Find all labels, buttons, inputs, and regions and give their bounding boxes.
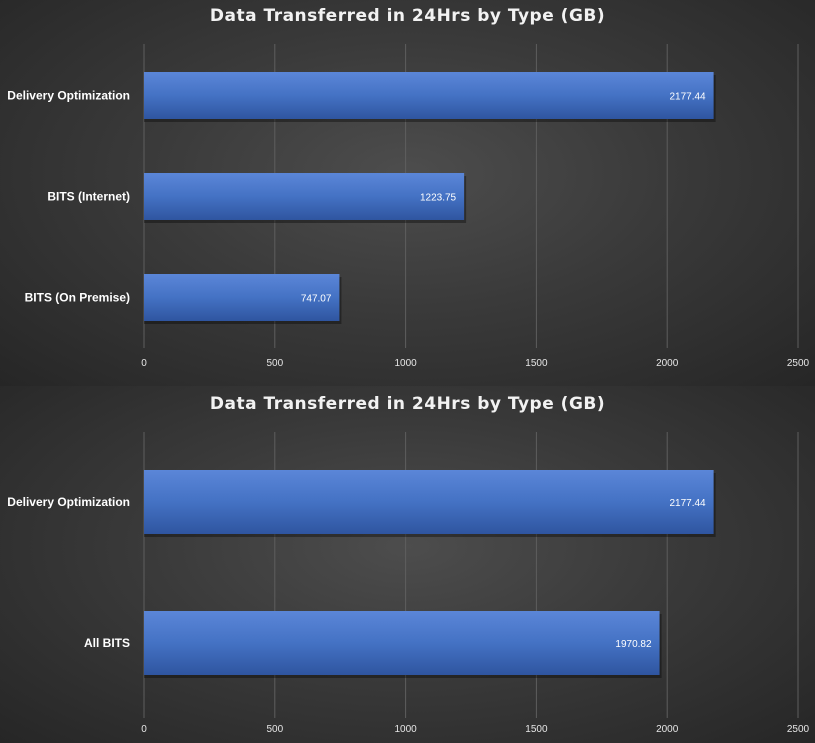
x-tick-label: 2500 [787, 358, 810, 369]
x-tick-label: 2000 [656, 724, 679, 735]
x-tick-label: 500 [266, 724, 283, 735]
data-label: 1970.82 [615, 639, 652, 650]
data-label: 2177.44 [669, 92, 706, 103]
chart-bottom: 0 500 1000 1500 2000 2500 2177.44 Delivery Opti… [0, 386, 815, 743]
chart-title-bottom: Data Transferred in 24Hrs by Type (GB) [209, 394, 606, 414]
x-tick-label: 1000 [394, 724, 417, 735]
bar [144, 72, 714, 119]
data-label: 1223.75 [420, 193, 457, 204]
bar [144, 274, 340, 321]
x-tick-label: 1500 [525, 358, 548, 369]
bar [144, 470, 714, 534]
chart-bottom-plot: 0 500 1000 1500 2000 2500 2177.44 Delivery Opti… [7, 432, 810, 735]
x-tick-label: 1500 [525, 724, 548, 735]
category-label: BITS (Internet) [47, 190, 130, 204]
x-tick-label: 2000 [656, 358, 679, 369]
x-tick-label: 1000 [394, 358, 417, 369]
category-label: All BITS [84, 636, 130, 650]
chart-title-top: Data Transferred in 24Hrs by Type (GB) [209, 6, 606, 26]
category-label: Delivery Optimization [7, 495, 130, 509]
data-label: 2177.44 [669, 498, 706, 509]
bar [144, 173, 465, 220]
category-label: Delivery Optimization [7, 89, 130, 103]
x-tick-label: 0 [141, 358, 147, 369]
x-tick-label: 500 [266, 358, 283, 369]
x-tick-label: 2500 [787, 724, 810, 735]
chart-top: 0 500 1000 1500 2000 2500 2177.44 Delivery Opti… [0, 0, 815, 386]
data-label: 747.07 [301, 294, 332, 305]
chart-top-plot: 0 500 1000 1500 2000 2500 2177.44 Delivery Opti… [7, 44, 810, 369]
x-tick-label: 0 [141, 724, 147, 735]
category-label: BITS (On Premise) [25, 291, 130, 305]
bar [144, 611, 660, 675]
